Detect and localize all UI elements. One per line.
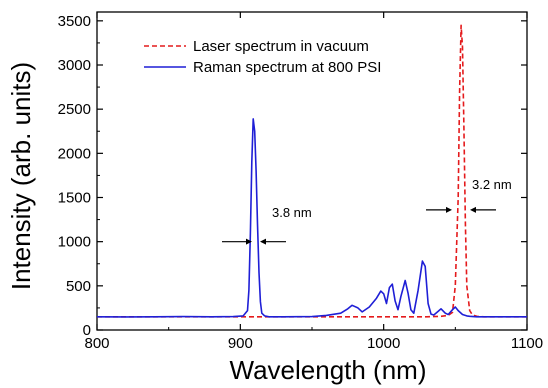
fwhm-label-raman: 3.8 nm bbox=[272, 205, 312, 220]
y-tick-label: 500 bbox=[66, 278, 91, 295]
annotations: 3.8 nm 3.2 nm bbox=[222, 177, 512, 245]
y-tick-label: 0 bbox=[83, 322, 91, 339]
fwhm-arrowhead-right-2 bbox=[470, 206, 476, 213]
x-tick-label: 800 bbox=[84, 335, 109, 352]
y-tick-label: 1500 bbox=[58, 190, 91, 207]
fwhm-arrowhead-right-1 bbox=[260, 238, 266, 245]
fwhm-arrowhead-left-2 bbox=[446, 206, 452, 213]
x-tick-label: 1100 bbox=[511, 335, 543, 352]
x-tick-label: 1000 bbox=[367, 335, 400, 352]
fwhm-label-laser: 3.2 nm bbox=[472, 177, 512, 192]
x-tick-label: 900 bbox=[228, 335, 253, 352]
series-layer bbox=[96, 24, 527, 318]
series-line-1 bbox=[97, 24, 527, 318]
fwhm-arrowhead-left-1 bbox=[246, 238, 252, 245]
x-axis-title: Wavelength (nm) bbox=[230, 355, 427, 385]
series-line-2 bbox=[96, 118, 527, 318]
legend-label-2: Raman spectrum at 800 PSI bbox=[193, 59, 381, 76]
y-tick-label: 2000 bbox=[58, 145, 91, 162]
axes: 800 900 1000 1100 0 500 1000 1500 2000 2500 3000 35… bbox=[58, 12, 543, 352]
y-tick-label: 3000 bbox=[58, 57, 91, 74]
legend-label-1: Laser spectrum in vacuum bbox=[193, 38, 369, 55]
legend: Laser spectrum in vacuum Raman spectrum a… bbox=[144, 38, 381, 76]
y-tick-label: 1000 bbox=[58, 234, 91, 251]
y-axis-title: Intensity (arb. units) bbox=[6, 62, 36, 290]
y-tick-label: 3500 bbox=[58, 13, 91, 30]
y-tick-label: 2500 bbox=[58, 101, 91, 118]
